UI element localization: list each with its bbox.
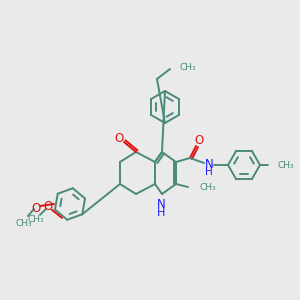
Text: CH₃: CH₃ [179, 62, 196, 71]
Text: O: O [44, 200, 52, 213]
Text: N: N [205, 158, 213, 170]
Text: O: O [32, 202, 40, 215]
Text: H: H [157, 208, 165, 218]
Text: CH₃: CH₃ [278, 160, 295, 169]
Text: H: H [205, 167, 213, 177]
Text: CH₃: CH₃ [28, 215, 44, 224]
Text: N: N [157, 197, 165, 211]
Text: CH₃: CH₃ [16, 218, 32, 227]
Text: CH₃: CH₃ [199, 182, 216, 191]
Text: O: O [114, 131, 124, 145]
Text: O: O [194, 134, 204, 148]
